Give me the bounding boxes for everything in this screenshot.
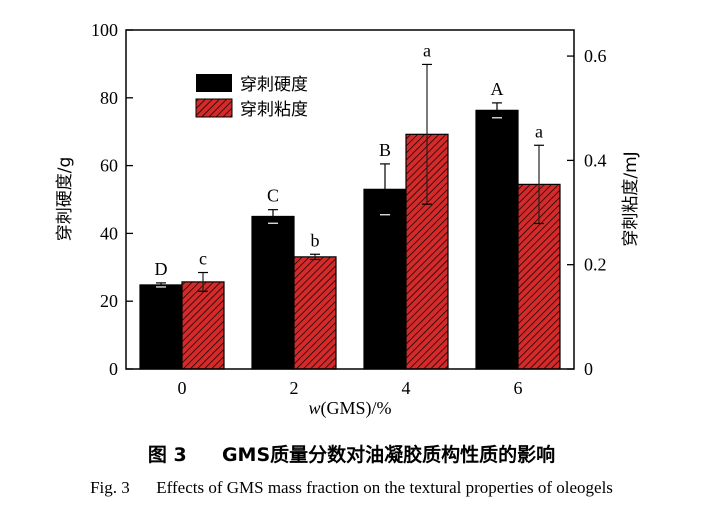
bar-adhesiveness [293, 256, 337, 370]
figure-title-en: Effects of GMS mass fraction on the text… [156, 478, 613, 497]
bar-adhesiveness [181, 281, 225, 370]
legend-label-adhesiveness: 穿刺粘度 [240, 100, 308, 120]
significance-letter: C [267, 186, 279, 206]
y-left-tick-label: 40 [100, 223, 118, 243]
legend-swatch-adhesiveness [195, 98, 233, 118]
x-tick-label: 4 [402, 378, 411, 398]
figure-caption-en: Fig. 3 Effects of GMS mass fraction on t… [0, 478, 703, 498]
chart: 0 20 40 60 80 100 0 0.2 0.4 0.6 0 Dc 2 Cb 4 Ba 6 Aa 穿刺硬度 … [55, 20, 641, 419]
bar-hardness [363, 188, 407, 370]
legend-label-hardness: 穿刺硬度 [240, 75, 308, 95]
y-axis-right-label: 穿刺粘度/mJ [621, 151, 641, 246]
figure-label-cn: 图 3 [147, 444, 187, 466]
bar-hardness [251, 215, 295, 370]
y-left-tick-label: 0 [109, 359, 118, 379]
figure-label-en: Fig. 3 [90, 478, 130, 497]
x-tick-label: 2 [290, 378, 299, 398]
significance-letter: B [379, 140, 391, 160]
x-tick-label: 6 [514, 378, 523, 398]
significance-letter: a [423, 40, 431, 60]
significance-letter: A [491, 79, 504, 99]
x-tick-label: 0 [178, 378, 187, 398]
y-right-tick-label: 0.6 [584, 46, 607, 66]
y-axis-left-label: 穿刺硬度/g [55, 157, 75, 242]
significance-letter: D [155, 259, 168, 279]
legend: 穿刺硬度 穿刺粘度 [195, 74, 308, 120]
y-left-tick-label: 60 [100, 156, 118, 176]
y-left-tick-label: 80 [100, 88, 118, 108]
figure-title-cn: GMS质量分数对油凝胶质构性质的影响 [221, 444, 556, 466]
significance-letter: c [199, 249, 207, 269]
y-left-tick-label: 100 [91, 20, 118, 40]
y-right-tick-label: 0.4 [584, 150, 607, 170]
bar-hardness [475, 109, 519, 370]
y-left-tick-label: 20 [100, 291, 118, 311]
x-axis-label: w(GMS)/% [308, 398, 391, 419]
bar-hardness [139, 284, 183, 370]
significance-letter: b [311, 230, 320, 250]
figure-caption-cn: 图 3 GMS质量分数对油凝胶质构性质的影响 [0, 440, 703, 467]
y-right-tick-label: 0 [584, 359, 593, 379]
y-right-tick-label: 0.2 [584, 255, 607, 275]
plot-frame [125, 29, 575, 370]
legend-swatch-hardness [196, 74, 232, 92]
significance-letter: a [535, 121, 543, 141]
